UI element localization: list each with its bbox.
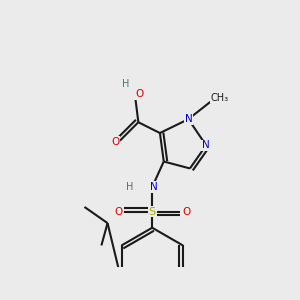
Text: N: N xyxy=(150,182,158,192)
Text: O: O xyxy=(135,89,143,99)
Text: N: N xyxy=(202,140,210,150)
Text: O: O xyxy=(111,137,119,147)
Text: H: H xyxy=(126,182,134,192)
Text: N: N xyxy=(184,114,192,124)
Text: O: O xyxy=(182,207,190,217)
Text: CH₃: CH₃ xyxy=(211,93,229,103)
Text: O: O xyxy=(114,207,122,217)
Text: H: H xyxy=(122,79,130,89)
Text: S: S xyxy=(148,207,156,217)
